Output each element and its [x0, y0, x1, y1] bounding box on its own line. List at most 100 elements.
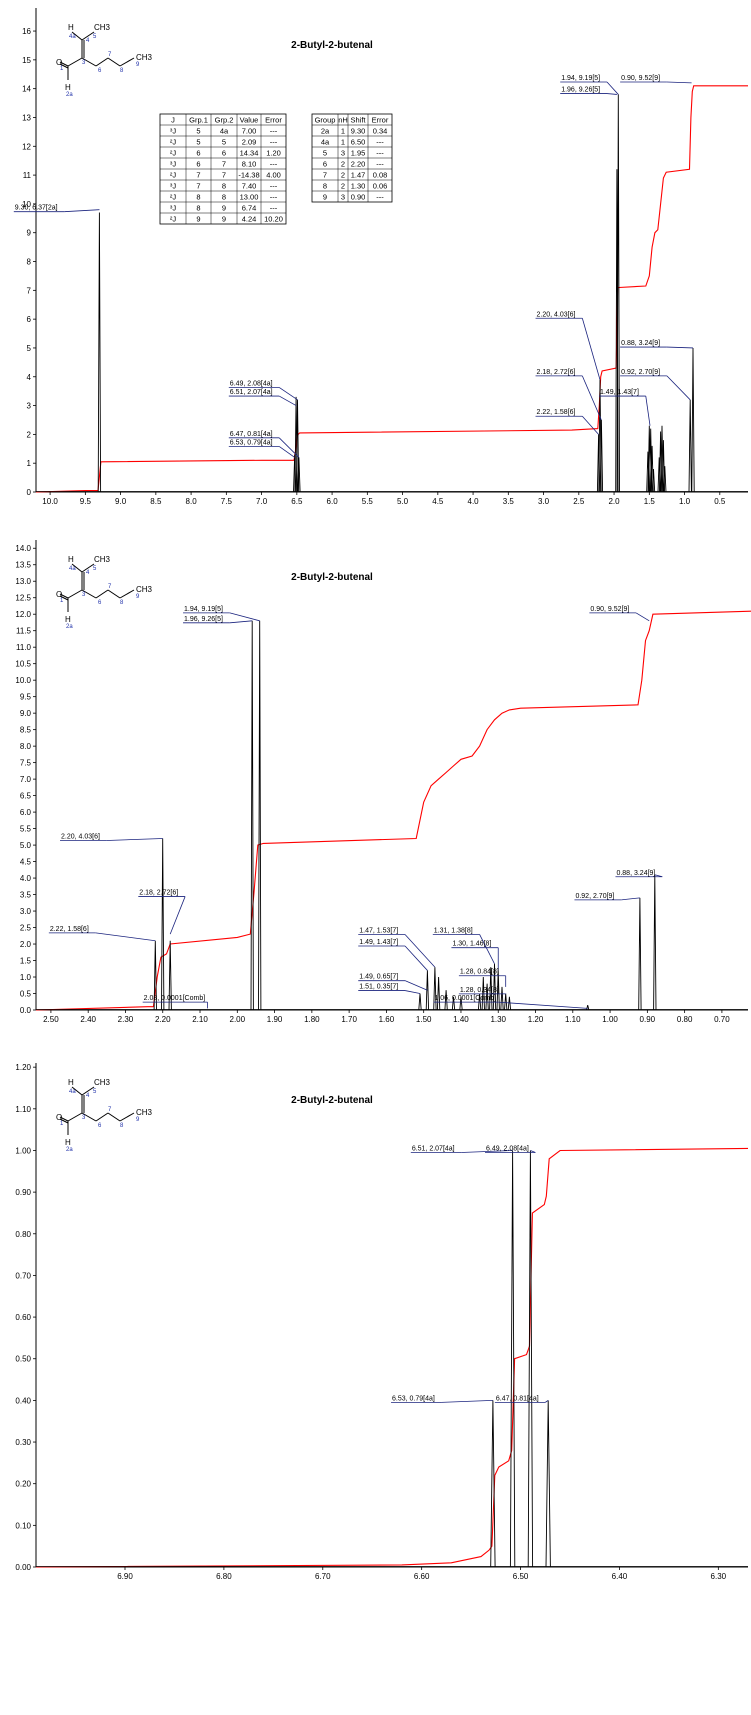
x-tick-label: 6.70 — [315, 1572, 331, 1581]
table-cell: 4a — [321, 138, 330, 147]
molecule-atom-number: 2a — [66, 624, 73, 630]
table-cell: 3 — [341, 149, 345, 158]
peak-label: 1.96, 9.26[5] — [561, 87, 600, 94]
table-cell: 0.08 — [373, 171, 388, 180]
y-tick-label: 1.5 — [20, 957, 32, 966]
table-cell: --- — [270, 193, 278, 202]
table-header-cell: Value — [240, 116, 259, 125]
spectrum-peak — [651, 468, 656, 493]
spectrum-peak — [258, 620, 262, 1011]
peak-label-leader — [582, 415, 599, 435]
x-tick-label: 1.90 — [267, 1015, 283, 1024]
peak-label-leader — [229, 612, 260, 622]
spectrum-peak — [688, 399, 692, 493]
spectrum-peak — [436, 976, 441, 1011]
molecule-atom-number: 6 — [98, 1123, 102, 1129]
peak-label-leader — [461, 1150, 513, 1153]
table-cell: --- — [376, 149, 384, 158]
bond-c4-h — [71, 563, 83, 573]
peak-label-leader — [606, 81, 619, 95]
table-cell: 2a — [321, 127, 330, 136]
x-tick-label: 8.0 — [186, 497, 198, 506]
x-tick-label: 4.0 — [468, 497, 480, 506]
table-cell: 5 — [196, 127, 200, 136]
y-tick-label: 0.50 — [15, 1355, 31, 1364]
table-cell: 10.20 — [264, 215, 283, 224]
chart-title: 2-Butyl-2-butenal — [291, 572, 373, 583]
table-cell: 6 — [196, 149, 200, 158]
y-tick-label: 0 — [27, 488, 32, 497]
peak-label-leader — [278, 446, 295, 458]
spectrum-peak — [638, 897, 642, 1011]
peak-label-leader — [229, 620, 253, 624]
y-tick-label: 5.5 — [20, 825, 32, 834]
molecule-label-H_top: H — [68, 555, 74, 564]
bond-c4-h — [71, 31, 83, 41]
x-tick-label: 1.50 — [416, 1015, 432, 1024]
peak-label: 1.51, 0.35[7] — [359, 984, 398, 991]
spectrum-peak — [485, 983, 489, 1011]
peak-label-leader — [645, 395, 651, 426]
y-tick-label: 0.80 — [15, 1230, 31, 1239]
table-cell: 2.20 — [351, 160, 366, 169]
peak-label: 6.53, 0.79[4a] — [230, 439, 273, 446]
x-tick-label: 4.5 — [432, 497, 444, 506]
table-cell: 0.34 — [373, 127, 388, 136]
peak-label: 1.94, 9.19[5] — [184, 606, 223, 613]
x-tick-label: 6.80 — [216, 1572, 232, 1581]
y-tick-label: 10.5 — [15, 660, 31, 669]
x-tick-label: 0.80 — [677, 1015, 693, 1024]
molecule-atom-number: 5 — [93, 1089, 97, 1095]
table-cell: 7 — [196, 182, 200, 191]
y-tick-label: 7.5 — [20, 759, 32, 768]
y-tick-label: 9 — [27, 229, 32, 238]
spectrum-peak — [507, 996, 512, 1011]
table-cell: 7 — [222, 171, 226, 180]
peak-label: 1.31, 1.38[8] — [434, 927, 473, 934]
table-header-cell: Error — [372, 116, 389, 125]
x-tick-label: 2.40 — [80, 1015, 96, 1024]
peak-label-leader — [545, 1400, 549, 1403]
peak-label-leader — [64, 209, 100, 213]
table-cell: ²J — [170, 193, 176, 202]
molecule-atom-number: 6 — [98, 68, 102, 74]
peak-label-leader — [666, 346, 694, 349]
molecule-label-H: H — [65, 83, 71, 92]
spectrum-peak — [545, 1400, 551, 1568]
table-cell: 6 — [196, 160, 200, 169]
y-tick-label: 0.70 — [15, 1271, 31, 1280]
peak-label: 2.22, 1.58[6] — [50, 926, 89, 933]
spectrum-peak — [168, 940, 172, 1011]
molecule-atom-number: 3 — [82, 1115, 86, 1121]
table-header-cell: Grp.2 — [215, 116, 234, 125]
table-cell: 4.24 — [242, 215, 257, 224]
table-cell: 1 — [341, 127, 345, 136]
bond-c1-o-double — [59, 1118, 69, 1124]
y-tick-label: 9.0 — [20, 709, 32, 718]
table-cell: 1.47 — [351, 171, 366, 180]
table-cell: 5 — [222, 138, 226, 147]
y-tick-label: 3.0 — [20, 907, 32, 916]
y-tick-label: 5.0 — [20, 841, 32, 850]
y-tick-label: 8 — [27, 258, 32, 267]
table-cell: --- — [270, 204, 278, 213]
molecule-label-H: H — [65, 1138, 71, 1147]
y-tick-label: 0.60 — [15, 1313, 31, 1322]
y-tick-label: 0.5 — [20, 990, 32, 999]
y-tick-label: 12.5 — [15, 594, 31, 603]
table-cell: 6 — [222, 149, 226, 158]
molecule-atom-number: 9 — [136, 1117, 140, 1123]
y-tick-label: 7 — [27, 286, 32, 295]
y-tick-label: 14.0 — [15, 544, 31, 553]
bond-c1-c3 — [67, 589, 83, 599]
table-cell: 9 — [323, 193, 327, 202]
spectrum-peak — [504, 993, 508, 1011]
table-cell: 5 — [323, 149, 327, 158]
table-cell: --- — [376, 193, 384, 202]
bond-c8-c9 — [119, 57, 135, 67]
x-tick-label: 1.80 — [304, 1015, 320, 1024]
table-cell: --- — [270, 127, 278, 136]
spectrum-panel-aliphatic: 0.0 0.5 1.0 1.5 2.0 2.5 3.0 3.5 4.0 4.5 5.0 5.5 6.0 6… — [15, 540, 751, 1024]
y-tick-label: 11.0 — [16, 643, 32, 652]
